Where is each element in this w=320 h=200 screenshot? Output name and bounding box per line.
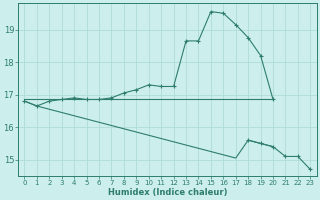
X-axis label: Humidex (Indice chaleur): Humidex (Indice chaleur) bbox=[108, 188, 227, 197]
